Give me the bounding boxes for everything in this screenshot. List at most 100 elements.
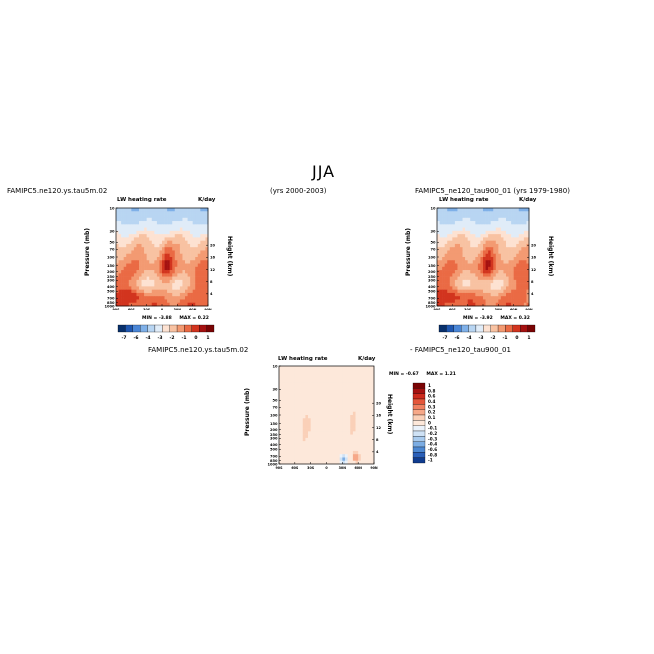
contour-cell	[475, 299, 479, 304]
contour-cell	[511, 266, 514, 271]
colorbar-label: -0.4	[428, 442, 437, 447]
contour-cell	[128, 299, 132, 304]
contour-cell	[490, 292, 494, 297]
contour-cell	[366, 388, 370, 393]
contour-cell	[197, 230, 201, 235]
contour-cell	[462, 270, 466, 274]
contour-cell	[179, 276, 183, 281]
contour-cell	[315, 372, 319, 377]
contour-cell	[139, 253, 142, 258]
contour-cell	[368, 392, 372, 396]
contour-cell	[344, 395, 348, 399]
contour-cell	[457, 250, 461, 255]
contour-cell	[169, 234, 173, 238]
contour-cell	[493, 286, 497, 290]
contour-cell	[334, 444, 338, 448]
contour-cell	[503, 227, 507, 232]
contour-cell	[511, 289, 514, 294]
contour-cell	[498, 221, 502, 225]
contour-cell	[289, 450, 293, 455]
contour-cell	[371, 375, 375, 380]
contour-cell	[449, 208, 453, 212]
contour-cell	[513, 273, 517, 277]
contour-cell	[503, 266, 507, 271]
contour-cell	[286, 428, 290, 432]
contour-cell	[334, 372, 338, 377]
contour-cell	[141, 276, 145, 281]
contour-cell	[350, 395, 354, 399]
contour-cell	[503, 286, 507, 290]
contour-cell	[144, 237, 147, 241]
contour-cell	[185, 289, 188, 294]
contour-cell	[202, 263, 206, 268]
contour-cell	[321, 366, 325, 370]
contour-cell	[472, 302, 476, 307]
contour-cell	[313, 428, 317, 432]
panel1-contour-field	[116, 208, 209, 307]
contour-cell	[485, 230, 489, 235]
contour-cell	[516, 240, 520, 245]
contour-cell	[139, 266, 142, 271]
contour-cell	[133, 208, 137, 212]
contour-cell	[326, 392, 330, 396]
contour-cell	[513, 276, 517, 281]
contour-cell	[521, 289, 525, 294]
contour-cell	[323, 428, 327, 432]
contour-cell	[526, 302, 530, 307]
contour-cell	[169, 273, 173, 277]
contour-cell	[182, 217, 186, 222]
contour-cell	[513, 237, 517, 241]
contour-cell	[126, 292, 130, 297]
contour-cell	[202, 260, 206, 264]
contour-cell	[363, 428, 367, 432]
contour-cell	[128, 292, 132, 297]
contour-cell	[310, 418, 314, 422]
contour-cell	[483, 214, 486, 219]
contour-cell	[500, 230, 504, 235]
contour-cell	[503, 208, 507, 212]
contour-cell	[490, 270, 494, 274]
contour-cell	[329, 408, 333, 413]
contour-cell	[454, 263, 458, 268]
contour-cell	[323, 382, 327, 386]
contour-cell	[503, 217, 507, 222]
contour-cell	[310, 388, 314, 393]
contour-cell	[284, 424, 288, 429]
contour-cell	[347, 401, 351, 406]
contour-cell	[498, 257, 502, 261]
contour-cell	[503, 299, 507, 304]
contour-cell	[439, 296, 443, 300]
contour-cell	[526, 276, 530, 281]
contour-cell	[131, 289, 135, 294]
contour-cell	[442, 227, 445, 232]
contour-cell	[149, 221, 153, 225]
contour-cell	[200, 273, 204, 277]
contour-cell	[149, 286, 153, 290]
contour-cell	[452, 224, 456, 228]
contour-cell	[472, 260, 476, 264]
contour-cell	[305, 372, 309, 377]
contour-cell	[144, 283, 147, 287]
contour-cell	[513, 240, 517, 245]
contour-cell	[472, 250, 476, 255]
contour-cell	[185, 230, 188, 235]
contour-cell	[442, 208, 445, 212]
contour-cell	[179, 273, 183, 277]
contour-cell	[516, 214, 520, 219]
contour-cell	[289, 366, 293, 370]
contour-cell	[506, 263, 509, 268]
contour-cell	[366, 450, 370, 455]
contour-cell	[493, 208, 497, 212]
contour-cell	[169, 292, 173, 297]
contour-cell	[139, 230, 142, 235]
contour-cell	[511, 286, 514, 290]
contour-cell	[167, 243, 170, 248]
contour-cell	[475, 283, 479, 287]
contour-cell	[131, 263, 135, 268]
contour-cell	[281, 398, 285, 403]
contour-cell	[123, 250, 127, 255]
contour-cell	[146, 279, 150, 284]
contour-cell	[477, 279, 481, 284]
contour-cell	[179, 257, 183, 261]
contour-cell	[192, 302, 196, 307]
